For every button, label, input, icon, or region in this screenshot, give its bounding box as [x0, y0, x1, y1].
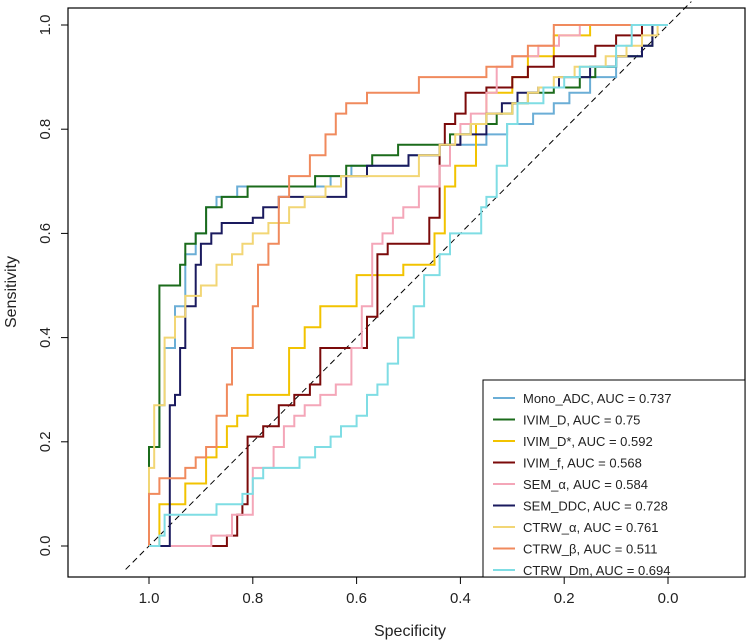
x-tick-label: 0.2: [554, 590, 575, 607]
legend-label: SEM_α, AUC = 0.584: [523, 477, 648, 492]
x-tick-label: 0.8: [242, 590, 263, 607]
y-axis-title: Sensitivity: [3, 256, 20, 328]
y-tick-label: 0.0: [37, 536, 54, 557]
y-tick-label: 1.0: [37, 15, 54, 36]
series-line-ctrw-7: [148, 24, 668, 546]
y-tick-label: 0.4: [37, 327, 54, 348]
x-tick-label: 0.4: [450, 590, 471, 607]
x-tick-label: 0.0: [658, 590, 679, 607]
legend-box: [482, 379, 746, 578]
series-line-ctrw-6: [148, 24, 668, 546]
x-tick-label: 1.0: [139, 590, 160, 607]
x-axis: 1.0 0.8 0.6 0.4 0.2 0.0: [139, 576, 679, 607]
y-tick-label: 0.6: [37, 223, 54, 244]
series-line-ivim-f3: [149, 24, 668, 547]
series-line-ctrw-dm8: [149, 24, 668, 547]
legend-label: Mono_ADC, AUC = 0.737: [523, 391, 672, 406]
legend-label: IVIM_D, AUC = 0.75: [523, 413, 640, 428]
legend-label: SEM_DDC, AUC = 0.728: [523, 499, 668, 514]
legend-label: CTRW_α, AUC = 0.761: [523, 520, 659, 535]
reference-diagonal-line: [125, 1, 692, 570]
legend-label: IVIM_D*, AUC = 0.592: [523, 434, 653, 449]
series-group: [148, 24, 668, 547]
y-axis: 0.0 0.2 0.4 0.6 0.8 1.0: [37, 15, 69, 557]
legend-label: CTRW_Dm, AUC = 0.694: [523, 563, 671, 578]
series-line-ivim-d1: [148, 24, 668, 468]
y-tick-label: 0.2: [37, 431, 54, 452]
legend-label: CTRW_β, AUC = 0.511: [523, 542, 658, 557]
x-axis-title: Specificity: [374, 623, 446, 640]
legend-label: IVIM_f, AUC = 0.568: [523, 456, 642, 471]
y-tick-label: 0.8: [37, 119, 54, 140]
legend: Mono_ADC, AUC = 0.737 IVIM_D, AUC = 0.75 I…: [482, 379, 746, 578]
x-tick-label: 0.6: [346, 590, 367, 607]
